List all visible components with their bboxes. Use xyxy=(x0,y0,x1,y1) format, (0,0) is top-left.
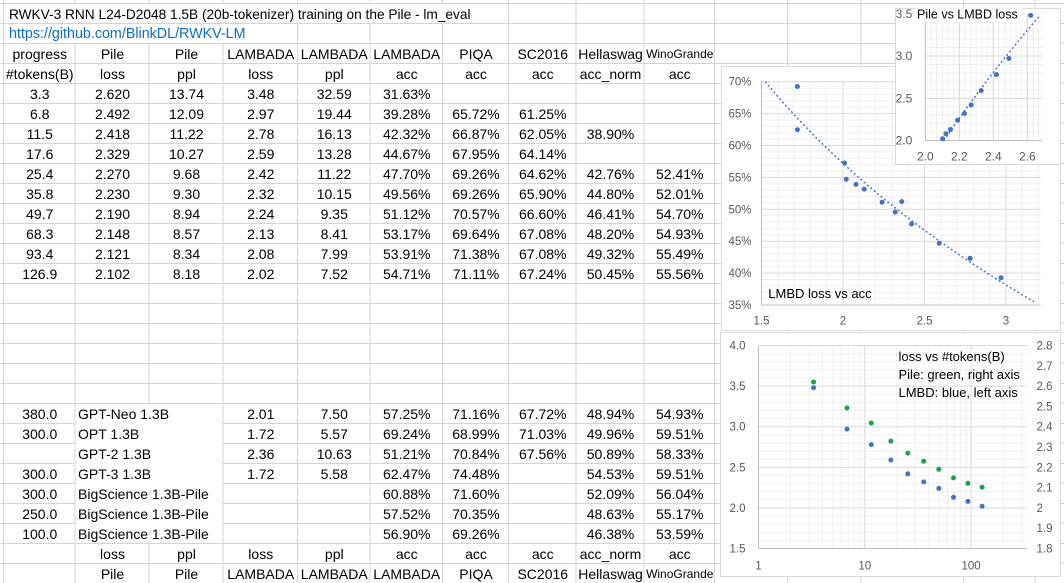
svg-text:2.2: 2.2 xyxy=(951,149,968,163)
svg-text:2.0: 2.0 xyxy=(896,133,913,147)
svg-text:2.5: 2.5 xyxy=(1036,401,1052,413)
svg-text:3.0: 3.0 xyxy=(896,49,913,63)
svg-text:10: 10 xyxy=(858,560,871,572)
svg-text:2.4: 2.4 xyxy=(985,149,1002,163)
svg-text:1.5: 1.5 xyxy=(753,315,769,327)
svg-text:2.2: 2.2 xyxy=(1036,462,1052,474)
svg-text:2: 2 xyxy=(1036,502,1042,514)
svg-text:3: 3 xyxy=(1002,315,1008,327)
svg-text:3.5: 3.5 xyxy=(729,381,745,393)
svg-text:2.6: 2.6 xyxy=(1036,381,1052,393)
svg-text:2.0: 2.0 xyxy=(917,149,934,163)
svg-text:2.5: 2.5 xyxy=(916,315,932,327)
svg-text:2.0: 2.0 xyxy=(729,502,745,514)
svg-text:1.9: 1.9 xyxy=(1036,523,1052,535)
svg-text:3.5: 3.5 xyxy=(896,8,913,21)
svg-text:65%: 65% xyxy=(728,108,751,120)
svg-text:2: 2 xyxy=(839,315,845,327)
svg-text:2.4: 2.4 xyxy=(1036,421,1053,433)
svg-text:40%: 40% xyxy=(728,268,751,280)
svg-text:55%: 55% xyxy=(728,172,751,184)
svg-text:Pile vs LMBD loss: Pile vs LMBD loss xyxy=(917,8,1018,21)
svg-text:Pile: green, right axis: Pile: green, right axis xyxy=(898,367,1020,382)
svg-text:3.0: 3.0 xyxy=(729,421,745,433)
svg-text:1.5: 1.5 xyxy=(729,543,745,555)
svg-text:LMBD: blue, left axis: LMBD: blue, left axis xyxy=(898,385,1018,400)
svg-text:2.8: 2.8 xyxy=(1036,340,1052,352)
svg-text:1.8: 1.8 xyxy=(1036,543,1052,555)
svg-text:1: 1 xyxy=(755,560,761,572)
svg-text:2.7: 2.7 xyxy=(1036,360,1052,372)
svg-text:50%: 50% xyxy=(728,204,751,216)
svg-text:2.1: 2.1 xyxy=(1036,482,1052,494)
svg-text:4.0: 4.0 xyxy=(729,340,745,352)
svg-text:100: 100 xyxy=(961,560,980,572)
svg-text:45%: 45% xyxy=(728,236,751,248)
svg-text:2.3: 2.3 xyxy=(1036,442,1052,454)
svg-text:35%: 35% xyxy=(728,300,751,312)
svg-text:70%: 70% xyxy=(728,76,751,88)
svg-text:loss vs #tokens(B): loss vs #tokens(B) xyxy=(898,349,1004,364)
svg-text:2.6: 2.6 xyxy=(1019,149,1036,163)
svg-text:LMBD loss vs acc: LMBD loss vs acc xyxy=(768,286,872,301)
svg-text:2.5: 2.5 xyxy=(896,91,913,105)
svg-text:60%: 60% xyxy=(728,140,751,152)
svg-text:2.5: 2.5 xyxy=(729,462,745,474)
